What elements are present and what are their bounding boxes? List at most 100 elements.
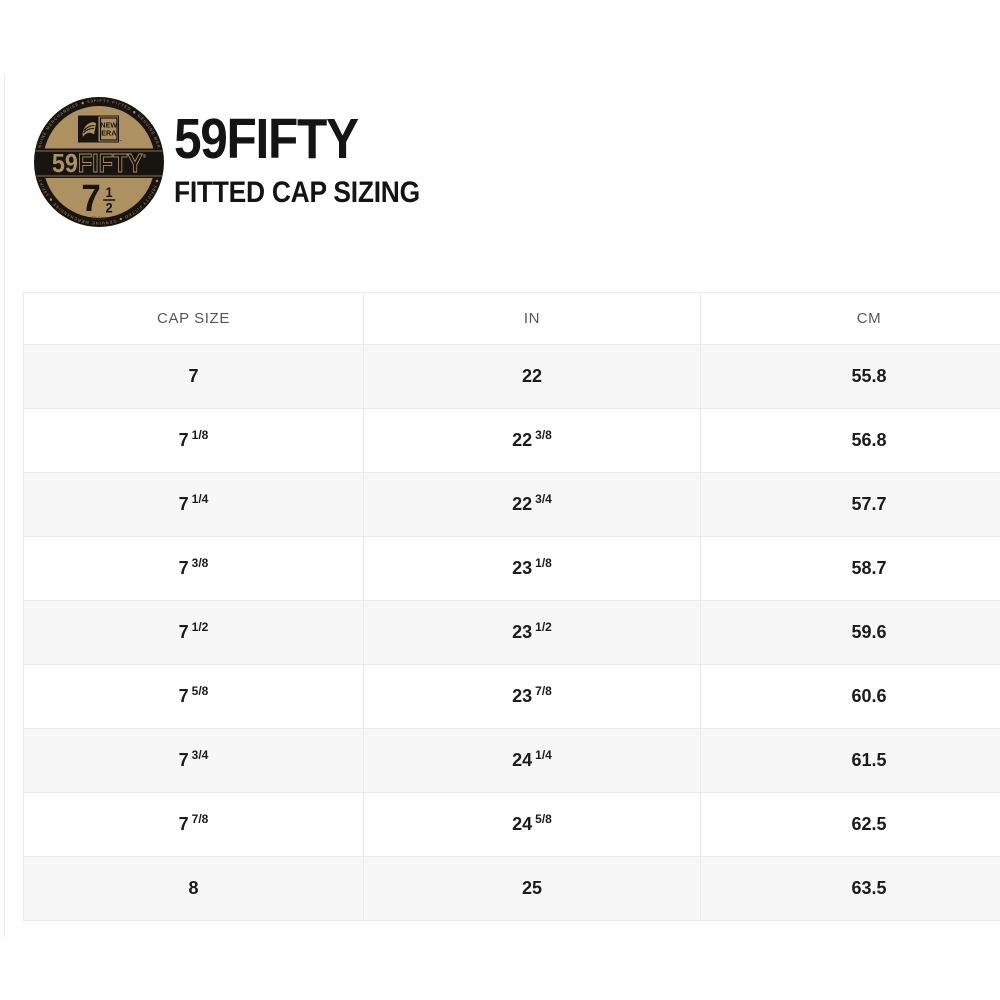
cell-fraction: 7/8 [535, 684, 552, 698]
cell-value: 22 [512, 430, 533, 450]
cell-in: 24 5/8 [363, 792, 701, 857]
cell-value: 24 [512, 814, 533, 834]
cell-value: 63.5 [851, 878, 887, 898]
cell-fraction: 3/4 [191, 748, 209, 762]
cell-cm: 57.7 [700, 472, 1000, 537]
cell-value: 8 [188, 878, 199, 898]
cell-value: 7 [178, 494, 189, 514]
cell-value: 7 [178, 430, 189, 450]
cell-in: 25 [363, 856, 701, 921]
cell-fraction: 3/8 [191, 556, 209, 570]
sticker-59fifty-band: 59FIFTY® [34, 148, 164, 179]
cell-value: 23 [512, 686, 533, 706]
table-row: 7 3/4 24 1/4 61.5 [23, 728, 1000, 793]
cell-fraction: 1/8 [191, 428, 209, 442]
cell-cm: 58.7 [700, 536, 1000, 601]
cell-fraction: 7/8 [191, 812, 209, 826]
sticker-size-whole: 7 [81, 177, 100, 220]
cell-cap-size: 7 1/8 [23, 408, 364, 473]
size-table-body: 7 22 55.8 7 1/8 22 3/8 56.8 7 1/4 22 3/4 57.7 7 3/8 23 1… [23, 344, 1000, 921]
cell-value: 61.5 [851, 750, 887, 770]
cell-in: 22 [363, 344, 701, 409]
table-row: 7 1/2 23 1/2 59.6 [23, 600, 1000, 665]
table-row: 7 1/8 22 3/8 56.8 [23, 408, 1000, 473]
cell-value: 55.8 [851, 366, 887, 386]
table-row: 7 1/4 22 3/4 57.7 [23, 472, 1000, 537]
cell-value: 25 [521, 878, 543, 898]
cell-value: 56.8 [851, 430, 887, 450]
newera-59fifty-sticker-logo: ◆ GENUINE MERCHANDISE ◆ 59FIFTY FITTED ◆… [33, 96, 164, 227]
cell-fraction: 1/4 [191, 492, 209, 506]
cell-value: 7 [178, 558, 189, 578]
cell-cm: 60.6 [700, 664, 1000, 729]
cell-fraction: 1/2 [535, 620, 552, 634]
col-header-cap-size: CAP SIZE [23, 292, 364, 345]
cell-value: 7 [178, 686, 189, 706]
page-left-border [4, 75, 5, 937]
cell-cm: 56.8 [700, 408, 1000, 473]
cell-fraction: 3/4 [535, 492, 552, 506]
cell-fraction: 1/2 [191, 620, 209, 634]
cell-fraction: 1/4 [535, 748, 552, 762]
cell-fraction: 1/8 [535, 556, 552, 570]
cell-cap-size: 7 [23, 344, 364, 409]
cell-cap-size: 7 5/8 [23, 664, 364, 729]
band-registered-mark: ® [143, 153, 147, 160]
table-header-row: CAP SIZE IN CM [23, 292, 1000, 345]
cell-cap-size: 7 1/4 [23, 472, 364, 537]
col-header-cm: CM [700, 292, 1000, 345]
size-table: CAP SIZE IN CM 7 22 55.8 7 1/8 22 3/8 56.8 7 1/4 2… [23, 292, 1000, 921]
newera-flag-icon [82, 122, 96, 137]
cell-in: 23 1/2 [363, 600, 701, 665]
cell-cm: 59.6 [700, 600, 1000, 665]
table-row: 7 22 55.8 [23, 344, 1000, 409]
size-table-container: CAP SIZE IN CM 7 22 55.8 7 1/8 22 3/8 56.8 7 1/4 2… [23, 292, 1000, 921]
cell-in: 22 3/8 [363, 408, 701, 473]
cell-in: 23 1/8 [363, 536, 701, 601]
cell-cap-size: 7 3/4 [23, 728, 364, 793]
sticker-size-frac-numerator: 1 [106, 185, 114, 201]
cell-cap-size: 8 [23, 856, 364, 921]
cell-cm: 62.5 [700, 792, 1000, 857]
cell-cm: 61.5 [700, 728, 1000, 793]
cell-cm: 55.8 [700, 344, 1000, 409]
sticker-size-cm: 59.6cm [91, 216, 106, 221]
band-fifty-outline: FIFTY [78, 150, 143, 178]
newera-wordmark-line1: NEW [100, 121, 117, 130]
cell-value: 60.6 [851, 686, 887, 706]
cell-in: 22 3/4 [363, 472, 701, 537]
cell-value: 22 [521, 366, 543, 386]
cell-value: 57.7 [851, 494, 887, 514]
table-row: 7 3/8 23 1/8 58.7 [23, 536, 1000, 601]
cell-fraction: 5/8 [191, 684, 209, 698]
svg-text:59FIFTY®: 59FIFTY® [52, 150, 147, 178]
cell-value: 23 [512, 622, 533, 642]
table-row: 7 7/8 24 5/8 62.5 [23, 792, 1000, 857]
table-row: 8 25 63.5 [23, 856, 1000, 921]
newera-flag-badge: NEW ERA ™ [78, 115, 122, 143]
col-header-in: IN [363, 292, 701, 345]
cell-in: 24 1/4 [363, 728, 701, 793]
sticker-size-frac-denominator: 2 [106, 200, 113, 216]
cell-cm: 63.5 [700, 856, 1000, 921]
cell-fraction: 5/8 [535, 812, 552, 826]
table-row: 7 5/8 23 7/8 60.6 [23, 664, 1000, 729]
cell-value: 62.5 [851, 814, 887, 834]
cell-value: 22 [512, 494, 533, 514]
cell-value: 24 [512, 750, 533, 770]
cell-cap-size: 7 3/8 [23, 536, 364, 601]
badge-trademark: ™ [119, 139, 122, 143]
band-59: 59 [52, 150, 78, 178]
cell-value: 59.6 [851, 622, 887, 642]
cell-value: 7 [188, 366, 199, 386]
cell-value: 23 [512, 558, 533, 578]
cell-value: 7 [178, 622, 189, 642]
cell-value: 7 [178, 750, 189, 770]
cell-cap-size: 7 7/8 [23, 792, 364, 857]
page-subtitle: FITTED CAP SIZING [174, 176, 420, 209]
newera-wordmark-line2: ERA [101, 129, 116, 138]
page-title: 59FIFTY [174, 107, 359, 171]
cell-fraction: 3/8 [535, 428, 552, 442]
cell-value: 58.7 [851, 558, 887, 578]
